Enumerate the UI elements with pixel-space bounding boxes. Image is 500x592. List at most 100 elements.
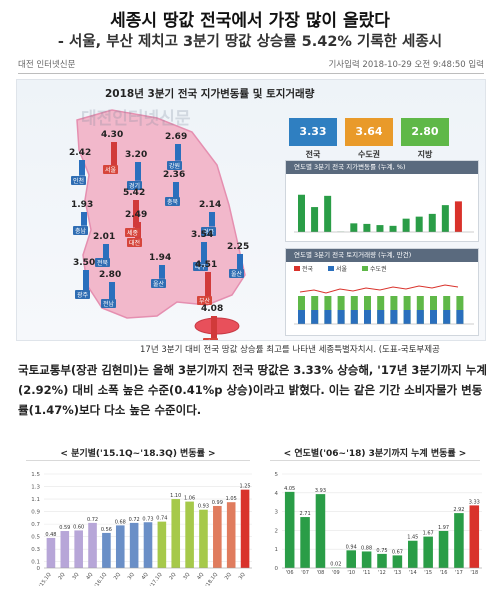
map-region-value: 4.08 [201, 304, 224, 314]
article-headline: 세종시 땅값 전국에서 가장 많이 올랐다 [110, 11, 390, 31]
map-value-bar [81, 212, 87, 226]
bar [129, 522, 139, 568]
mini-bar [363, 223, 371, 232]
x-tick-label: 3Q [71, 572, 80, 581]
chart-title: < 분기별('15.1Q~'18.3Q) 변동률 > [60, 449, 216, 459]
bar [213, 505, 222, 568]
map-region-name: 전북 [95, 258, 111, 268]
mini-bar [324, 195, 332, 232]
x-tick-label: '16.1Q [94, 572, 108, 589]
mini-bar [443, 310, 451, 324]
map-region-name: 인천 [71, 175, 87, 185]
mini-chart-land-trade: 연도별 3분기 전국 토지거래량 (누계, 만건) 전국 서울 수도권 [285, 248, 479, 336]
data-label: 0.02 [330, 562, 341, 568]
x-tick-label: 4Q [85, 572, 94, 581]
x-tick-label: '17 [455, 570, 463, 576]
x-tick-label: '13 [394, 570, 402, 576]
bar [157, 521, 167, 568]
data-label: 0.74 [156, 516, 167, 522]
map-region-value: 2.69 [165, 132, 188, 142]
infographic-title: 2018년 3분기 전국 지가변동률 및 토지거래량 [105, 88, 315, 100]
data-label: 2.92 [453, 507, 464, 513]
legend-swatch [362, 266, 368, 271]
bar [240, 489, 250, 568]
summary-value-box: 2.80 [401, 118, 449, 146]
x-tick-label: '10 [347, 570, 355, 576]
map-region-name: 울산 [151, 278, 167, 288]
map-value-bar [83, 270, 89, 290]
infographic-watermark: 대전인터넷신문 [81, 109, 191, 129]
article-source[interactable]: 대전 인터넷신문 [18, 60, 76, 70]
summary-label: 수도권 [357, 150, 381, 159]
data-label: 1.97 [438, 525, 449, 531]
data-label: 0.99 [212, 500, 223, 506]
data-label: 0.94 [346, 544, 357, 550]
map-region-value: 3.50 [73, 258, 96, 268]
image-caption: 17년 3분기 대비 전국 땅값 상승률 최고를 나타낸 세종특별자치시. (도… [140, 345, 440, 355]
data-label: 2.71 [300, 511, 311, 517]
map-region-value: 2.25 [227, 242, 250, 252]
chart-title: < 연도별('06~'18) 3분기까지 누계 변동률 > [283, 449, 467, 459]
map-region-name: 대구 [193, 262, 209, 272]
mini-bar [430, 310, 437, 324]
data-label: 0.72 [87, 517, 98, 523]
map-region-value: 4.30 [101, 130, 124, 140]
x-tick-label: '12 [378, 570, 386, 576]
infographic-image: 2018년 3분기 전국 지가변동률 및 토지거래량 대전인터넷신문 4.30 서… [16, 79, 486, 341]
y-tick-label: 0.7 [31, 522, 40, 528]
data-label: 1.45 [407, 535, 418, 541]
map-value-bar [211, 316, 217, 339]
map-region-value: 2.80 [99, 270, 122, 280]
x-tick-label: 2Q [113, 572, 122, 581]
x-tick-label: 3Q [127, 572, 136, 581]
mini-bar [441, 205, 449, 232]
bar [392, 555, 403, 568]
legend-swatch [328, 266, 334, 271]
x-tick-label: '16 [440, 570, 448, 576]
y-tick-label: 0 [37, 566, 41, 572]
mini-line [299, 284, 459, 294]
mini-bar [416, 310, 424, 324]
mini-bar [311, 207, 319, 232]
data-label: 1.67 [423, 531, 434, 537]
map-value-bar [209, 212, 215, 227]
x-tick-label: 4Q [196, 572, 205, 581]
map-region-name: 전남 [101, 299, 117, 309]
bar [115, 525, 125, 568]
x-tick-label: '08 [317, 570, 325, 576]
map-region-value: 3.54 [191, 230, 214, 240]
data-label: 0.73 [142, 516, 153, 522]
data-label: 0.72 [129, 517, 140, 523]
chart-title-rule [270, 460, 480, 461]
bar [423, 536, 433, 568]
map-value-bar [159, 265, 165, 279]
x-tick-label: 2Q [224, 572, 233, 581]
x-tick-label: '18.1Q [205, 572, 219, 589]
x-tick-label: '11 [363, 570, 371, 576]
bar [46, 537, 56, 568]
bar [315, 494, 326, 568]
x-tick-label: 4Q [141, 572, 150, 581]
x-tick-label: 2Q [57, 572, 66, 581]
mini-chart-price-change: 연도별 3분기 전국 지가변동률 (누계, %) [285, 160, 479, 242]
map-region-name: 세종 [125, 227, 141, 237]
legend-label: 전국 [302, 265, 314, 273]
map-region-value: 1.94 [149, 253, 172, 263]
x-tick-label: 2Q [168, 572, 177, 581]
bar [199, 509, 208, 568]
mini-bar [390, 310, 398, 324]
map-region-value: 2.14 [199, 200, 222, 210]
data-label: 1.05 [226, 496, 237, 502]
mini-bar [454, 201, 462, 232]
data-label: 0.75 [376, 548, 387, 554]
map-region-value: 5.42 [123, 188, 146, 198]
map-region-name: 경기 [127, 180, 143, 190]
mini-bar [456, 310, 464, 324]
bar [88, 522, 97, 568]
bar [469, 505, 480, 568]
mini-bar [377, 310, 385, 324]
map-value-bar [111, 142, 117, 166]
data-label: 1.25 [239, 484, 250, 490]
x-tick-label: '09 [332, 570, 340, 576]
bar [143, 522, 153, 568]
